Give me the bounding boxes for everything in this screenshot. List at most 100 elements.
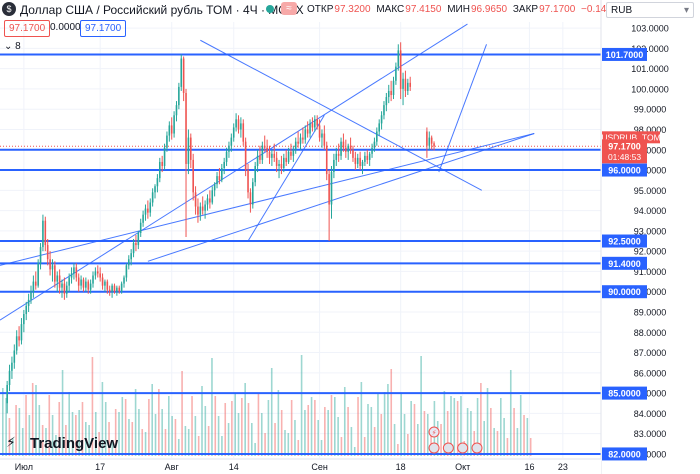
volume-bar (108, 422, 110, 456)
volume-bar (310, 397, 313, 456)
price-tick-label: 96.0000 (634, 166, 667, 176)
volume-bar (121, 397, 124, 456)
dollar-icon[interactable]: $ (2, 2, 16, 16)
volume-bar (237, 413, 240, 456)
volume-bar (111, 442, 114, 456)
candle-body (347, 145, 349, 152)
volume-bar (168, 396, 170, 456)
volume-bar (124, 399, 127, 456)
candle (299, 133, 302, 150)
candle (18, 326, 20, 347)
chevron-down-icon: ▾ (683, 5, 689, 16)
candle-body (34, 281, 37, 286)
candle-body (402, 78, 404, 89)
candle-body (232, 127, 235, 138)
price-tick-label: 93.0000 (634, 226, 667, 236)
candle (34, 271, 37, 290)
volume-bar (270, 368, 273, 456)
volume-bar (314, 400, 316, 456)
volume-bar (519, 395, 522, 456)
candle (135, 234, 137, 252)
candle-body (268, 151, 271, 158)
candle-body (27, 299, 30, 306)
candle-body (130, 253, 132, 260)
candle-body (285, 157, 287, 162)
candle-body (213, 184, 216, 191)
candle (404, 70, 407, 98)
indicators-toggle[interactable]: ⌄ 8 (4, 41, 21, 52)
candle (58, 269, 61, 294)
candle (192, 153, 194, 201)
candle (328, 170, 330, 242)
candle (294, 137, 297, 154)
candle-body (8, 370, 11, 385)
price-tick-label: 85.0000 (634, 389, 667, 399)
event-markers: ⚡ (428, 426, 483, 454)
volume-bar (174, 419, 177, 456)
candle-body (287, 151, 290, 162)
candle (82, 277, 85, 292)
candle-body (325, 145, 328, 175)
indicator-count: 8 (15, 41, 21, 52)
volume-bar (440, 424, 442, 456)
volume-bar (8, 418, 11, 456)
volume-bar (141, 429, 144, 456)
candle (223, 157, 225, 175)
volume-bar (81, 402, 84, 456)
sell-price-button[interactable]: 97.1700 (4, 20, 51, 37)
candle (77, 273, 80, 292)
candle (407, 78, 409, 96)
candle-body (433, 143, 435, 147)
candle (182, 56, 185, 102)
buy-price-button[interactable]: 97.1700 (80, 20, 127, 37)
currency-selector[interactable]: RUB ▾ (606, 2, 694, 18)
price-tick-label: 100.0000 (631, 84, 669, 94)
symbol-title[interactable]: Доллар США / Российский рубль ТОМ · 4Ч ·… (20, 3, 304, 17)
symbol-tag-label: USDRUB_TOM (601, 132, 660, 142)
volume-bar (181, 371, 183, 456)
candle-body (266, 147, 268, 152)
volume-bar (370, 407, 373, 456)
candle (364, 151, 366, 166)
volume-bar (343, 387, 346, 456)
candle (94, 267, 97, 280)
volume-bar (397, 444, 399, 456)
candle (151, 188, 154, 207)
volume-bar (377, 394, 379, 456)
price-tick-label: 98.0000 (634, 125, 667, 135)
candle-body (223, 161, 225, 169)
volume-bar (513, 408, 515, 456)
price-axis: 103.0000 102.0000 101.0000 100.0000 99.0000 9… (600, 0, 700, 474)
candle-body (187, 137, 190, 164)
chevron-down-icon[interactable]: ⌄ (4, 41, 13, 52)
time-tick-label: 14 (229, 462, 239, 472)
volume-bar (363, 437, 366, 456)
volume-bar (509, 370, 512, 456)
candle-body (23, 314, 25, 325)
volume-bar (503, 418, 505, 456)
candle (430, 135, 433, 150)
candle (197, 198, 199, 223)
candle-body (118, 287, 121, 292)
flag-event-icon (471, 442, 483, 454)
volume-bar (221, 436, 223, 456)
current-price-tag (602, 139, 647, 164)
wave-icon[interactable]: ≈ (281, 2, 297, 15)
time-axis-background (0, 459, 601, 474)
candle-body (407, 82, 409, 91)
volume-bar (460, 396, 462, 456)
level-price-tag (602, 234, 647, 248)
volume-bar (297, 440, 300, 456)
candle (87, 279, 90, 294)
candle-body (199, 206, 202, 215)
volume-bar (443, 391, 446, 456)
candle (261, 141, 264, 164)
volume-bar (403, 414, 406, 456)
candle (352, 145, 354, 162)
time-tick-label: Окт (455, 462, 470, 472)
candle (349, 137, 352, 154)
volume-bar (101, 382, 104, 456)
price-tick-label: 99.0000 (634, 105, 667, 115)
volume-bar (294, 420, 296, 456)
